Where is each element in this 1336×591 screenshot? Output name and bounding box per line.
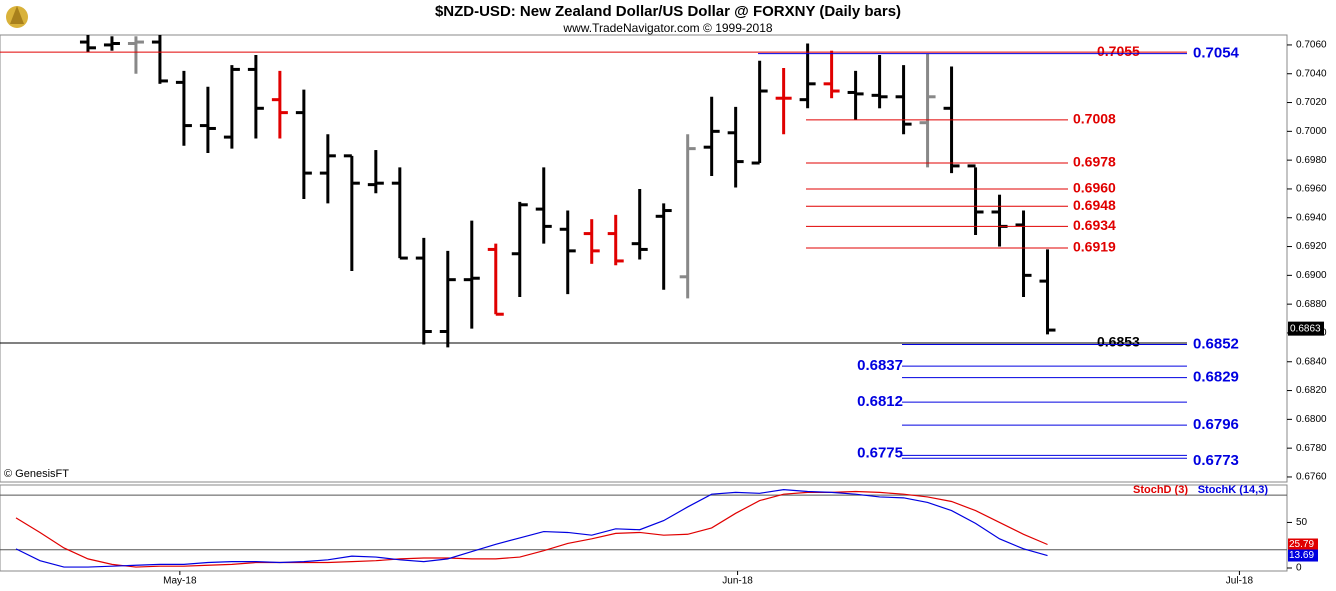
- y-tick-label: 0.6760: [1296, 472, 1327, 483]
- credit: © GenesisFT: [4, 468, 69, 480]
- y-tick-label: 0.6880: [1296, 299, 1327, 310]
- stoch-last-label: 13.69: [1289, 550, 1314, 561]
- level-label: 0.6775: [857, 444, 903, 461]
- stoch-line: [15, 489, 1048, 568]
- x-tick-label: Jun-18: [722, 576, 753, 587]
- x-tick-label: May-18: [163, 576, 197, 587]
- chart-title: $NZD-USD: New Zealand Dollar/US Dollar @…: [435, 3, 901, 20]
- stoch-last-box: [1288, 538, 1318, 551]
- level-label: 0.6796: [1193, 416, 1239, 433]
- level-label: 0.6853: [1097, 334, 1140, 350]
- level-label: 0.6948: [1073, 197, 1116, 213]
- level-label: 0.6837: [857, 357, 903, 374]
- level-label: 0.7055: [1097, 43, 1140, 59]
- level-label: 0.6978: [1073, 154, 1116, 170]
- y-tick-label: 0.6820: [1296, 385, 1327, 396]
- stoch-panel: [0, 484, 1288, 572]
- stoch-last-box: [1288, 549, 1318, 562]
- legend-entry: StochD (3): [1133, 484, 1188, 496]
- price-plot: [79, 35, 1056, 348]
- level-label: 0.6960: [1073, 180, 1116, 196]
- chart-subtitle: www.TradeNavigator.com © 1999-2018: [562, 21, 772, 35]
- y-tick-label: 0.7040: [1296, 68, 1327, 79]
- y-tick-label: 0.6920: [1296, 241, 1327, 252]
- stoch-line: [15, 490, 1048, 568]
- x-tick-label: Jul-18: [1226, 576, 1254, 587]
- legend-entry: StochK (14,3): [1198, 484, 1269, 496]
- y-tick-label: 0.7060: [1296, 40, 1327, 51]
- level-label: 0.6852: [1193, 335, 1239, 352]
- level-label: 0.7054: [1193, 45, 1240, 62]
- last-price-label: 0.6863: [1290, 323, 1321, 334]
- level-label: 0.6934: [1073, 217, 1116, 233]
- level-label: 0.6919: [1073, 239, 1116, 255]
- level-label: 0.6829: [1193, 369, 1239, 386]
- level-label: 0.6773: [1193, 452, 1239, 469]
- y-tick-label: 0.6800: [1296, 414, 1327, 425]
- y-tick-label: 0.6900: [1296, 270, 1327, 281]
- y-tick-label: 0.6780: [1296, 443, 1327, 454]
- level-label: 0.6812: [857, 393, 903, 410]
- stoch-last-label: 25.79: [1289, 539, 1314, 550]
- last-price-box: [1288, 321, 1324, 336]
- y-tick-label: 0.6940: [1296, 212, 1327, 223]
- y-tick-label: 0.6960: [1296, 184, 1327, 195]
- level-label: 0.7008: [1073, 111, 1116, 127]
- logo: [6, 6, 28, 28]
- y-tick-label: 0.6840: [1296, 356, 1327, 367]
- stoch-tick-label: 50: [1296, 517, 1308, 528]
- y-tick-label: 0.7000: [1296, 126, 1327, 137]
- stoch-tick-label: 0: [1296, 563, 1302, 574]
- y-tick-label: 0.6980: [1296, 155, 1327, 166]
- price-panel: [0, 34, 1288, 483]
- y-tick-label: 0.7020: [1296, 97, 1327, 108]
